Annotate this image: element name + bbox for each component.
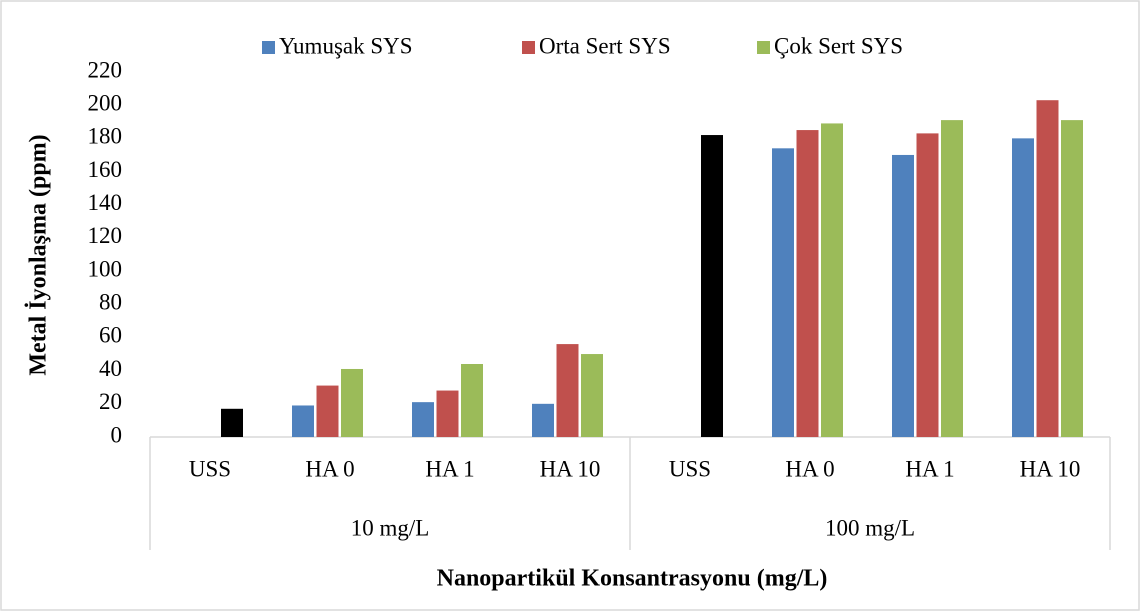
bar <box>556 344 579 437</box>
legend-swatch <box>262 41 275 54</box>
x-tick-label: HA 1 <box>905 456 954 481</box>
x-tick-label: USS <box>189 456 231 481</box>
y-tick-label: 80 <box>99 290 122 315</box>
x-tick-label: HA 0 <box>785 456 834 481</box>
bar <box>1061 120 1083 437</box>
bar <box>796 130 819 437</box>
legend-label: Çok Sert SYS <box>774 33 903 58</box>
y-tick-label: 160 <box>88 157 123 182</box>
y-tick-label: 100 <box>88 256 123 281</box>
bar <box>772 148 794 437</box>
y-tick-label: 220 <box>88 57 123 82</box>
y-tick-label: 40 <box>99 356 122 381</box>
legend-label: Orta Sert SYS <box>539 33 671 58</box>
bar <box>701 135 723 437</box>
bar <box>892 154 914 438</box>
bar <box>341 368 363 437</box>
y-tick-label: 180 <box>88 124 123 149</box>
bar <box>292 405 314 437</box>
legend-swatch <box>757 41 770 54</box>
x-tick-label: HA 0 <box>305 456 354 481</box>
bar <box>316 385 339 437</box>
bar <box>1036 100 1059 438</box>
bar <box>412 402 434 437</box>
y-tick-label: 20 <box>99 389 122 414</box>
x-tick-label: HA 1 <box>425 456 474 481</box>
x-tick-label: USS <box>669 456 711 481</box>
bar <box>1012 138 1034 437</box>
bar <box>916 133 939 438</box>
bar <box>821 123 843 437</box>
bar <box>581 354 603 437</box>
x-axis-title: Nanopartikül Konsantrasyonu (mg/L) <box>437 566 828 592</box>
bar <box>532 403 554 437</box>
y-tick-label: 60 <box>99 323 122 348</box>
x-tick-label: HA 10 <box>540 456 601 481</box>
y-tick-label: 0 <box>111 422 123 447</box>
bar <box>461 364 483 437</box>
legend-label: Yumuşak SYS <box>279 33 413 58</box>
group-label: 100 mg/L <box>825 515 915 540</box>
bar <box>221 408 243 437</box>
group-label: 10 mg/L <box>351 515 430 540</box>
bar <box>436 390 459 437</box>
y-axis-title: Metal İyonlaşma (ppm) <box>26 134 52 375</box>
bar <box>941 120 963 437</box>
y-tick-label: 120 <box>88 223 123 248</box>
y-tick-label: 140 <box>88 190 123 215</box>
y-tick-label: 200 <box>88 90 123 115</box>
x-tick-label: HA 10 <box>1020 456 1081 481</box>
legend-swatch <box>522 41 535 54</box>
